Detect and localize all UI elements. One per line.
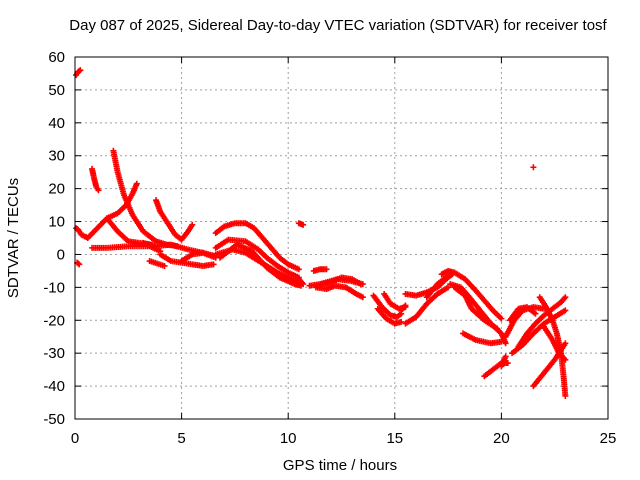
data-point [359, 281, 366, 288]
y-tick-label: 30 [48, 148, 65, 165]
data-point [189, 221, 196, 228]
y-tick-label: 10 [48, 214, 65, 231]
data-point [77, 67, 84, 74]
data-point [562, 307, 569, 314]
y-tick-label: 50 [48, 82, 65, 99]
y-tick-label: 0 [57, 246, 65, 263]
y-tick-label: -40 [43, 378, 65, 395]
data-point [494, 325, 501, 332]
data-point [323, 266, 330, 273]
x-axis-label: GPS time / hours [283, 457, 397, 474]
data-point [398, 318, 405, 325]
y-axis-ticks: -50 -40 -30 -20 -10 0 10 20 30 40 50 60 [43, 49, 608, 428]
data-point [133, 180, 140, 187]
y-tick-label: -50 [43, 411, 65, 428]
data-point [502, 353, 509, 360]
data-point [530, 164, 537, 171]
x-tick-label: 15 [386, 430, 403, 447]
plot-frame [74, 56, 609, 420]
x-tick-label: 0 [71, 430, 79, 447]
data-point [95, 187, 102, 194]
data-point [75, 260, 82, 267]
y-tick-label: 20 [48, 181, 65, 198]
data-point [502, 340, 509, 347]
y-tick-label: -20 [43, 312, 65, 329]
data-point [300, 221, 307, 228]
data-point [161, 262, 168, 269]
x-tick-label: 5 [177, 430, 185, 447]
data-point [498, 338, 505, 345]
data-point [402, 302, 409, 309]
chart-title: Day 087 of 2025, Sidereal Day-to-day VTE… [69, 17, 607, 34]
x-tick-label: 10 [280, 430, 297, 447]
y-tick-label: -10 [43, 279, 65, 296]
data-point [76, 67, 83, 74]
data-point [295, 266, 302, 273]
data-point [532, 310, 539, 317]
data-point [562, 392, 569, 399]
data-point [562, 294, 569, 301]
y-axis-label: SDTVAR / TECUs [5, 178, 22, 298]
data-point [76, 261, 83, 268]
x-axis-ticks: 0 5 10 15 20 25 [71, 57, 617, 447]
data-point [562, 340, 569, 347]
data-point [562, 356, 569, 363]
x-tick-label: 20 [493, 430, 510, 447]
x-tick-label: 25 [600, 430, 617, 447]
y-tick-label: -30 [43, 345, 65, 362]
y-tick-label: 60 [48, 49, 65, 66]
data-point [300, 281, 307, 288]
y-tick-label: 40 [48, 115, 65, 132]
data-point [498, 315, 505, 322]
data-marks [73, 67, 569, 399]
data-point [210, 261, 217, 268]
data-point [359, 294, 366, 301]
data-point [445, 284, 452, 291]
